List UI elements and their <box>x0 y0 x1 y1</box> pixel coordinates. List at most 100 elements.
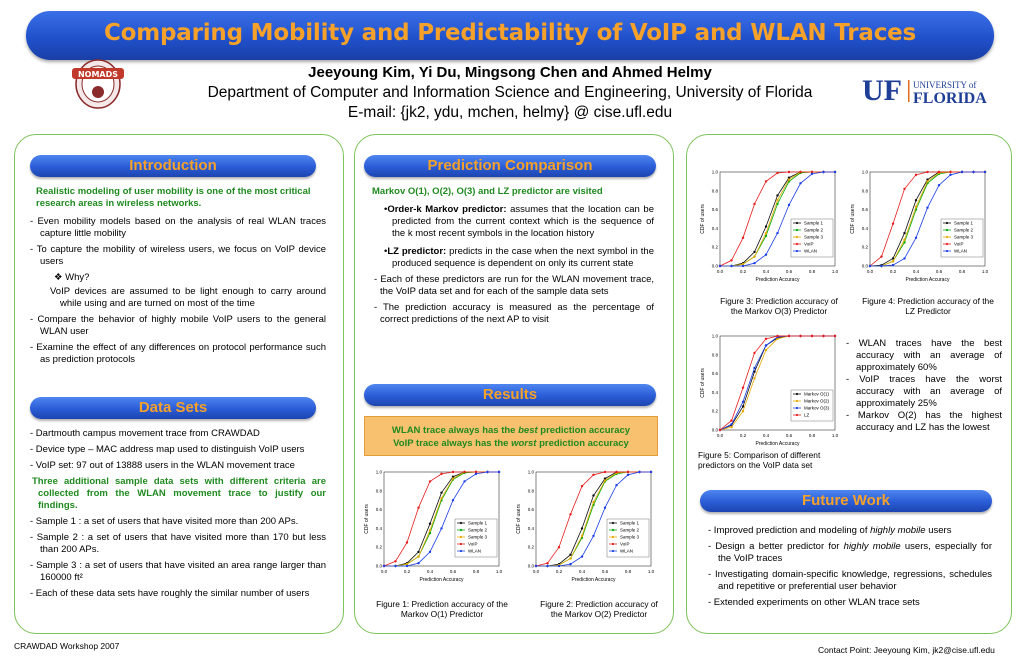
data-point <box>615 483 618 487</box>
legend-marker <box>945 228 949 232</box>
data-point <box>718 264 722 268</box>
y-tick-label: 0.6 <box>376 507 383 512</box>
data-point <box>833 170 837 174</box>
legend-label: Sample 1 <box>620 521 640 526</box>
data-point <box>580 534 584 538</box>
x-tick-label: 0.0 <box>717 269 724 274</box>
data-point <box>417 561 420 565</box>
data-point <box>880 264 883 268</box>
y-tick-label: 0.6 <box>712 207 719 212</box>
x-tick-label: 0.8 <box>473 569 480 574</box>
data-point <box>787 178 791 181</box>
future-work-item: - Extended experiments on other WLAN tra… <box>708 597 920 608</box>
finding-item: - Markov O(2) has the highest accuracy a… <box>846 410 1002 433</box>
prediction-item: - The prediction accuracy is measured as… <box>374 302 654 325</box>
markov-label: Order-k Markov predictor: <box>387 204 507 215</box>
y-tick-label: 0.2 <box>528 545 535 550</box>
data-point <box>546 564 549 568</box>
chart-svg: 0.00.0 0.2 0.2 0.4 0.4 0.6 0.6 0.8 0.8 1.0 1.0 Pred… <box>700 170 839 284</box>
y-tick-label: 0.2 <box>376 545 383 550</box>
data-point <box>546 561 549 565</box>
data-point <box>440 497 443 500</box>
chart-fig4: 0.0 0.0 0.2 0.2 0.4 0.4 0.6 0.6 0.8 0.8 1.0 1.0 Pred… <box>848 166 993 284</box>
x-tick-label: 0.0 <box>381 569 388 574</box>
data-point <box>440 472 443 476</box>
x-tick-label: 0.4 <box>763 269 770 274</box>
legend-label: WLAN <box>620 549 633 554</box>
introduction-section: Realistic modeling of user mobility is o… <box>30 186 326 370</box>
results-line-2-pre: VoIP trace always has the <box>393 438 512 449</box>
uf-logo: UF UNIVERSITY of FLORIDA <box>862 74 987 106</box>
x-tick-label: 0.8 <box>809 269 816 274</box>
y-tick-label: 0.0 <box>376 564 383 569</box>
x-tick-label: 1.0 <box>648 569 655 574</box>
data-point <box>764 348 768 352</box>
legend-label: Sample 3 <box>468 535 488 540</box>
data-point <box>428 529 432 532</box>
data-point <box>903 241 906 244</box>
x-tick-label: 0.2 <box>556 569 563 574</box>
data-point <box>903 238 906 241</box>
caption-fig4: Figure 4: Prediction accuracy of the LZ … <box>862 296 994 316</box>
data-point <box>649 470 653 474</box>
legend-marker <box>945 249 949 253</box>
data-point <box>960 170 964 174</box>
y-tick-label: 1.0 <box>712 170 719 175</box>
data-point <box>534 564 538 568</box>
data-point <box>463 480 466 483</box>
x-tick-label: 0.4 <box>579 569 586 574</box>
data-point <box>417 550 420 554</box>
legend-label: Sample 1 <box>954 221 974 226</box>
legend-label: Markov O(2) <box>804 399 830 404</box>
data-point <box>428 480 432 483</box>
data-point <box>741 264 745 268</box>
legend-label: Sample 1 <box>468 521 488 526</box>
data-point <box>903 257 906 260</box>
data-point <box>638 470 641 474</box>
data-sets-item: - Dartmouth campus movement trace from C… <box>30 428 260 439</box>
finding-item: - VoIP traces have the worst accuracy wi… <box>846 374 1002 409</box>
y-tick-label: 1.0 <box>862 170 869 175</box>
data-point <box>428 522 432 525</box>
data-point <box>937 183 941 187</box>
data-point <box>730 425 733 429</box>
chart-svg: 0.00.0 0.2 0.2 0.4 0.4 0.6 0.6 0.8 0.8 1.0 1.0 Pred… <box>700 334 839 448</box>
legend-marker <box>611 521 615 525</box>
data-point <box>569 513 572 516</box>
caption-fig5: Figure 5: Comparison of different predic… <box>698 450 821 470</box>
x-tick-label: 0.8 <box>959 269 966 274</box>
data-point <box>603 477 607 480</box>
poster-title: Comparing Mobility and Predictability of… <box>103 20 917 46</box>
data-point <box>949 173 952 177</box>
data-point <box>891 222 895 225</box>
y-tick-label: 0.2 <box>712 245 719 250</box>
y-tick-label: 0.8 <box>528 488 535 493</box>
data-point <box>822 334 825 338</box>
legend-label: WLAN <box>954 249 967 254</box>
x-tick-label: 0.2 <box>740 269 747 274</box>
legend-label: Sample 1 <box>804 221 824 226</box>
y-tick-label: 0.8 <box>862 188 869 193</box>
legend-label: Markov O(3) <box>804 406 830 411</box>
chart-fig1: 0.0 0.0 0.2 0.2 0.4 0.4 0.6 0.6 0.8 0.8 1.0 1.0 Pred… <box>362 466 507 584</box>
legend-marker <box>795 228 799 232</box>
legend-label: Sample 3 <box>620 535 640 540</box>
footer-workshop: CRAWDAD Workshop 2007 <box>14 641 120 651</box>
nomads-logo: NOMADS <box>72 59 124 109</box>
chart-fig2: 0.0 0.0 0.2 0.2 0.4 0.4 0.6 0.6 0.8 0.8 1.0 1.0 Pred… <box>514 466 659 584</box>
data-point <box>914 205 918 208</box>
results-line-2: VoIP trace always has the worst predicti… <box>365 437 657 450</box>
x-tick-label: 0.6 <box>450 569 457 574</box>
data-point <box>592 494 595 497</box>
prediction-section: Markov O(1), O(2), O(3) and LZ predictor… <box>372 186 654 330</box>
legend-label: VoIP <box>620 542 630 547</box>
data-sets-item: - Sample 2 : a set of users that have vi… <box>30 532 326 555</box>
x-axis-label: Prediction Accuracy <box>756 277 800 283</box>
legend-label: Markov O(1) <box>804 392 830 397</box>
x-tick-label: 0.6 <box>602 569 609 574</box>
data-sets-section: - Dartmouth campus movement trace from C… <box>30 428 326 604</box>
x-tick-label: 1.0 <box>496 569 503 574</box>
uf-logo-line2: FLORIDA <box>913 90 987 106</box>
data-point <box>787 334 791 338</box>
future-work-item: - Improved prediction and modeling of hi… <box>708 525 992 537</box>
